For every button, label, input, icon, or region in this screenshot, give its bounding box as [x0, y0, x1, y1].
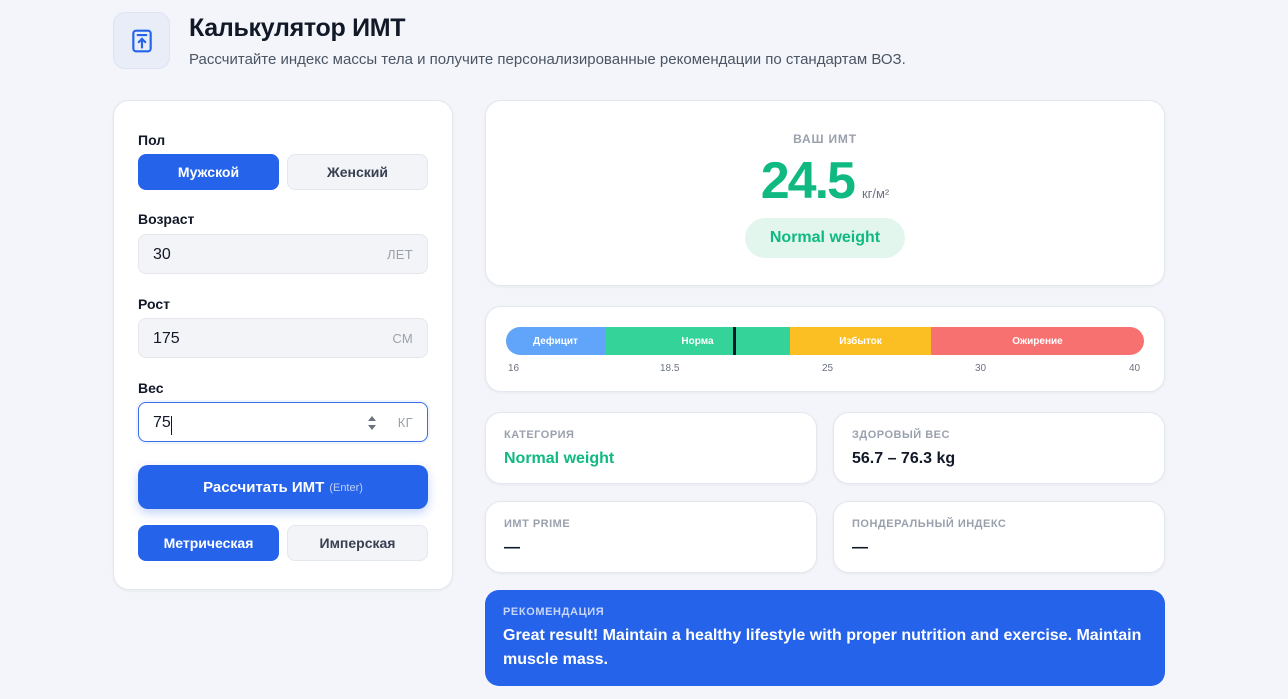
stat-card-bmi-prime: ИМТ PRIME —	[485, 501, 817, 573]
stat-caption: КАТЕГОРИЯ	[504, 429, 575, 441]
stat-caption: ИМТ PRIME	[504, 518, 571, 530]
calculate-shortcut-hint: (Enter)	[329, 482, 363, 494]
bmi-category-badge: Normal weight	[745, 218, 905, 258]
recommendation-caption: РЕКОМЕНДАЦИЯ	[503, 606, 605, 618]
age-unit: ЛЕТ	[386, 247, 413, 262]
text-caret	[171, 416, 172, 435]
weight-value: 75	[153, 414, 171, 431]
stat-value: 56.7 – 76.3 kg	[852, 450, 956, 467]
stat-value: —	[504, 539, 520, 556]
bmi-scale-bar: Дефицит Норма Избыток Ожирение	[506, 327, 1144, 355]
height-label: Рост	[138, 296, 170, 312]
calculate-label: Рассчитать ИМТ	[203, 478, 325, 496]
calculate-bmi-button[interactable]: Рассчитать ИМТ (Enter)	[138, 465, 428, 509]
bmi-result-card: ВАШ ИМТ 24.5 кг/м² Normal weight	[485, 100, 1165, 286]
stat-value: Normal weight	[504, 450, 615, 467]
scale-tick: 18.5	[660, 363, 680, 374]
age-label: Возраст	[138, 211, 195, 227]
units-imperial-button[interactable]: Имперская	[287, 525, 428, 561]
scale-tick: 16	[508, 363, 520, 374]
stat-caption: ПОНДЕРАЛЬНЫЙ ИНДЕКС	[852, 518, 1007, 530]
scale-tick: 40	[1129, 363, 1141, 374]
age-input[interactable]: 30 ЛЕТ	[138, 234, 428, 274]
app-logo	[113, 12, 170, 69]
age-value: 30	[153, 246, 171, 263]
stat-value: —	[852, 539, 868, 556]
scale-segment-overweight: Избыток	[790, 327, 931, 355]
bmi-caption: ВАШ ИМТ	[793, 132, 857, 146]
height-input[interactable]: 175 СМ	[138, 318, 428, 358]
stat-card-category: КАТЕГОРИЯ Normal weight	[485, 412, 817, 484]
number-spinner-icon[interactable]	[367, 414, 377, 432]
weight-input[interactable]: 75 КГ	[138, 402, 428, 442]
scale-tick: 25	[822, 363, 834, 374]
stat-caption: ЗДОРОВЫЙ ВЕС	[852, 429, 950, 441]
height-unit: СМ	[392, 331, 413, 346]
scale-segment-underweight: Дефицит	[506, 327, 605, 355]
units-metric-button[interactable]: Метрическая	[138, 525, 279, 561]
weight-label: Вес	[138, 380, 164, 396]
gender-label: Пол	[138, 132, 166, 148]
scale-segment-normal: Норма	[605, 327, 790, 355]
gender-female-button[interactable]: Женский	[287, 154, 428, 190]
page-subtitle: Рассчитайте индекс массы тела и получите…	[189, 51, 906, 68]
bmi-value-row: 24.5 кг/м²	[486, 151, 1164, 211]
bmi-unit: кг/м²	[861, 186, 890, 201]
bmi-scale-marker	[733, 327, 736, 355]
page-title: Калькулятор ИМТ	[189, 14, 406, 42]
upload-box-icon	[131, 29, 152, 52]
gender-male-button[interactable]: Мужской	[138, 154, 279, 190]
scale-tick: 30	[975, 363, 987, 374]
weight-unit: КГ	[397, 415, 413, 430]
recommendation-text: Great result! Maintain a healthy lifesty…	[503, 627, 1142, 668]
stat-card-ponderal-index: ПОНДЕРАЛЬНЫЙ ИНДЕКС —	[833, 501, 1165, 573]
stat-card-healthy-weight: ЗДОРОВЫЙ ВЕС 56.7 – 76.3 kg	[833, 412, 1165, 484]
bmi-value: 24.5	[760, 152, 856, 210]
bmi-scale-card: Дефицит Норма Избыток Ожирение 16 18.5 2…	[485, 306, 1165, 392]
recommendation-card: РЕКОМЕНДАЦИЯ Great result! Maintain a he…	[485, 590, 1165, 686]
input-form-card: Пол Мужской Женский Возраст 30 ЛЕТ Рост …	[113, 100, 453, 590]
height-value: 175	[153, 330, 180, 347]
scale-segment-obese: Ожирение	[931, 327, 1144, 355]
